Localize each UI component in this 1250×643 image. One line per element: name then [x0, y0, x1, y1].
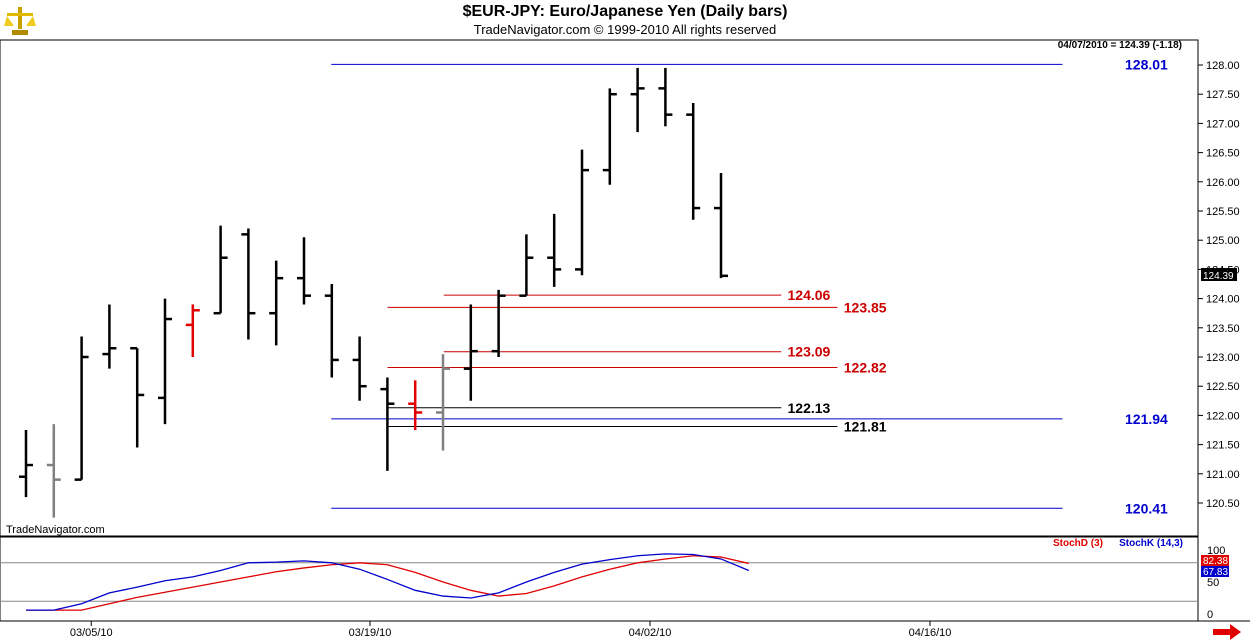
ohlc-bar	[519, 234, 534, 297]
watermark: TradeNavigator.com	[6, 524, 105, 536]
ohlc-bar	[19, 430, 33, 498]
ohlc-bar	[102, 304, 117, 369]
stoch-y-tick-label: 100	[1207, 545, 1225, 557]
x-tick-label: 03/19/10	[349, 627, 392, 639]
y-tick-label: 127.00	[1206, 118, 1240, 130]
ohlc-bar	[352, 336, 367, 401]
x-tick-label: 04/02/10	[629, 627, 672, 639]
ohlc-bar	[158, 298, 172, 425]
ohlc-bar	[269, 260, 284, 346]
gold-scale-icon[interactable]	[4, 4, 36, 36]
ohlc-bar	[630, 67, 645, 133]
ohlc-bar	[575, 149, 589, 276]
ohlc-bar	[686, 102, 701, 220]
x-tick-label: 04/16/10	[909, 627, 952, 639]
stoch-series-line	[26, 553, 750, 611]
ohlc-bar	[547, 213, 562, 287]
ohlc-bar	[491, 289, 506, 357]
ohlc-bar	[463, 304, 478, 401]
last-quote: 04/07/2010 = 124.39 (-1.18)	[1058, 40, 1182, 51]
ohlc-bar	[658, 67, 673, 127]
level-label: 128.01	[1125, 56, 1168, 72]
y-tick-label: 123.50	[1206, 323, 1240, 335]
stoch-series-line	[26, 555, 749, 611]
y-tick-label: 125.00	[1206, 235, 1240, 247]
ohlc-bar	[74, 336, 89, 481]
y-tick-label: 126.50	[1206, 148, 1240, 160]
level-label: 121.94	[1125, 411, 1168, 427]
ohlc-bar	[380, 377, 395, 471]
y-tick-label: 125.50	[1206, 206, 1240, 218]
y-tick-label: 127.50	[1206, 89, 1240, 101]
ohlc-bar	[130, 346, 145, 448]
ohlc-bar	[408, 380, 423, 430]
level-label: 120.41	[1125, 500, 1168, 516]
ohlc-bar	[602, 88, 617, 185]
y-tick-label: 120.50	[1206, 498, 1240, 510]
y-tick-label: 123.00	[1206, 352, 1240, 364]
right-arrow-icon[interactable]	[1212, 624, 1242, 640]
stoch-value-label: 67.83	[1203, 567, 1228, 578]
y-tick-label: 122.00	[1206, 410, 1240, 422]
y-tick-label: 124.00	[1206, 294, 1240, 306]
ohlc-bar	[185, 304, 200, 357]
level-label: 123.85	[844, 299, 887, 315]
price-panel-border	[0, 39, 1199, 537]
x-tick-label: 03/05/10	[70, 627, 113, 639]
level-label: 121.81	[844, 418, 887, 434]
y-tick-label: 121.00	[1206, 469, 1240, 481]
ohlc-bar	[46, 424, 61, 518]
level-label: 123.09	[788, 344, 831, 360]
ohlc-bar	[297, 237, 311, 305]
price-tag: 124.39	[1203, 271, 1234, 282]
stoch-value-tag	[1201, 555, 1229, 566]
level-label: 122.82	[844, 360, 887, 376]
copyright-text: TradeNavigator.com © 1999-2010 All right…	[473, 22, 777, 37]
stoch-legend-label: StochD (3)	[1053, 538, 1103, 549]
ohlc-bar	[213, 225, 228, 315]
ohlc-bar	[714, 173, 728, 279]
stoch-legend-label: StochK (14,3)	[1119, 538, 1183, 549]
y-tick-label: 122.50	[1206, 381, 1240, 393]
stoch-value-label: 82.38	[1203, 556, 1228, 567]
stoch-y-tick-label: 50	[1207, 577, 1219, 589]
stoch-value-tag	[1201, 566, 1229, 577]
y-tick-label: 121.50	[1206, 440, 1240, 452]
ohlc-bar	[436, 354, 450, 451]
ohlc-bar	[324, 284, 339, 378]
y-tick-label: 126.00	[1206, 177, 1240, 189]
level-label: 124.06	[788, 287, 831, 303]
price-tag-box	[1201, 268, 1237, 281]
stoch-y-tick-label: 0	[1207, 609, 1213, 621]
level-label: 122.13	[788, 400, 831, 416]
chart-title: $EUR-JPY: Euro/Japanese Yen (Daily bars)	[462, 3, 788, 20]
ohlc-bar	[241, 228, 256, 340]
y-tick-label: 128.00	[1206, 60, 1240, 72]
